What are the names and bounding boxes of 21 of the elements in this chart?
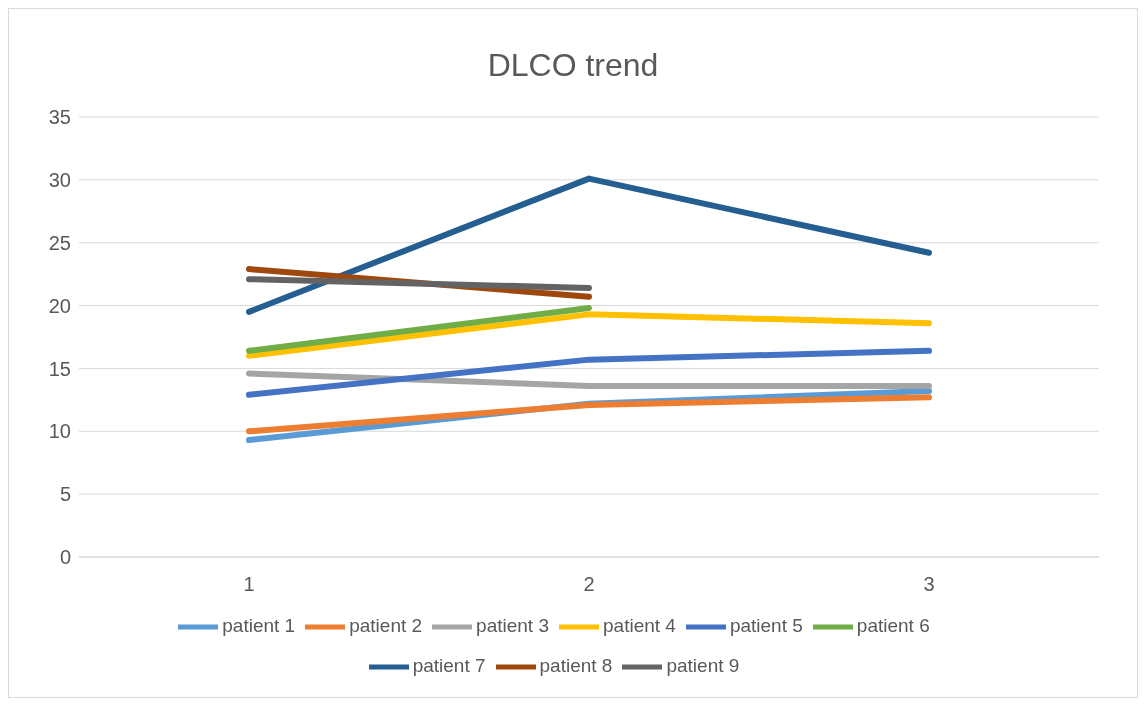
legend-label: patient 3 bbox=[476, 615, 549, 637]
legend-label: patient 7 bbox=[412, 655, 486, 677]
y-tick-label: 0 bbox=[59, 546, 71, 569]
legend-label: patient 1 bbox=[222, 615, 296, 637]
legend-label: patient 2 bbox=[349, 615, 423, 637]
y-tick-label: 10 bbox=[48, 420, 71, 443]
chart-title: DLCO trend bbox=[486, 46, 660, 85]
y-tick-label: 30 bbox=[48, 168, 71, 191]
legend-label: patient 9 bbox=[666, 655, 740, 677]
y-tick-label: 5 bbox=[59, 483, 71, 506]
y-tick-label: 25 bbox=[48, 231, 71, 254]
x-tick-label: 1 bbox=[243, 573, 255, 596]
legend-label: patient 8 bbox=[539, 655, 613, 677]
legend-label: patient 6 bbox=[856, 615, 930, 637]
y-tick-label: 15 bbox=[48, 357, 71, 380]
y-tick-label: 20 bbox=[48, 294, 71, 317]
legend-label: patient 5 bbox=[729, 615, 803, 637]
x-tick-label: 3 bbox=[923, 573, 935, 596]
y-tick-label: 35 bbox=[48, 106, 71, 129]
legend-label: patient 4 bbox=[603, 615, 676, 637]
x-tick-label: 2 bbox=[583, 573, 595, 596]
